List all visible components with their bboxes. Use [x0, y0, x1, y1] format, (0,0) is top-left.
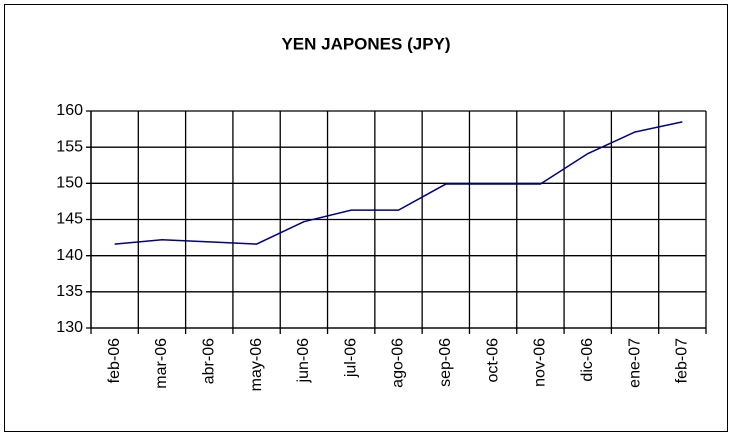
x-tick-label: feb-06 — [106, 338, 123, 383]
x-tick-label: sep-06 — [437, 338, 454, 387]
y-tick-label: 145 — [56, 211, 83, 228]
x-tick-label: ago-06 — [390, 338, 407, 388]
x-tick-label: mar-06 — [153, 338, 170, 389]
chart-border — [4, 4, 728, 432]
y-tick-label: 130 — [56, 319, 83, 336]
x-tick-label: abr-06 — [200, 338, 217, 384]
x-tick-label: dic-06 — [579, 338, 596, 382]
chart-title: YEN JAPONES (JPY) — [281, 34, 450, 53]
y-tick-label: 160 — [56, 102, 83, 119]
y-tick-label: 150 — [56, 175, 83, 192]
y-tick-label: 155 — [56, 138, 83, 155]
x-tick-label: may-06 — [248, 338, 265, 391]
y-tick-label: 140 — [56, 247, 83, 264]
x-tick-label: nov-06 — [532, 338, 549, 387]
x-tick-label: oct-06 — [484, 338, 501, 383]
y-tick-label: 135 — [56, 283, 83, 300]
series-line — [114, 121, 683, 245]
x-tick-label: jun-06 — [295, 338, 312, 384]
x-tick-label: ene-07 — [626, 338, 643, 388]
x-tick-label: jul-06 — [342, 338, 359, 378]
x-tick-label: feb-07 — [674, 338, 691, 383]
